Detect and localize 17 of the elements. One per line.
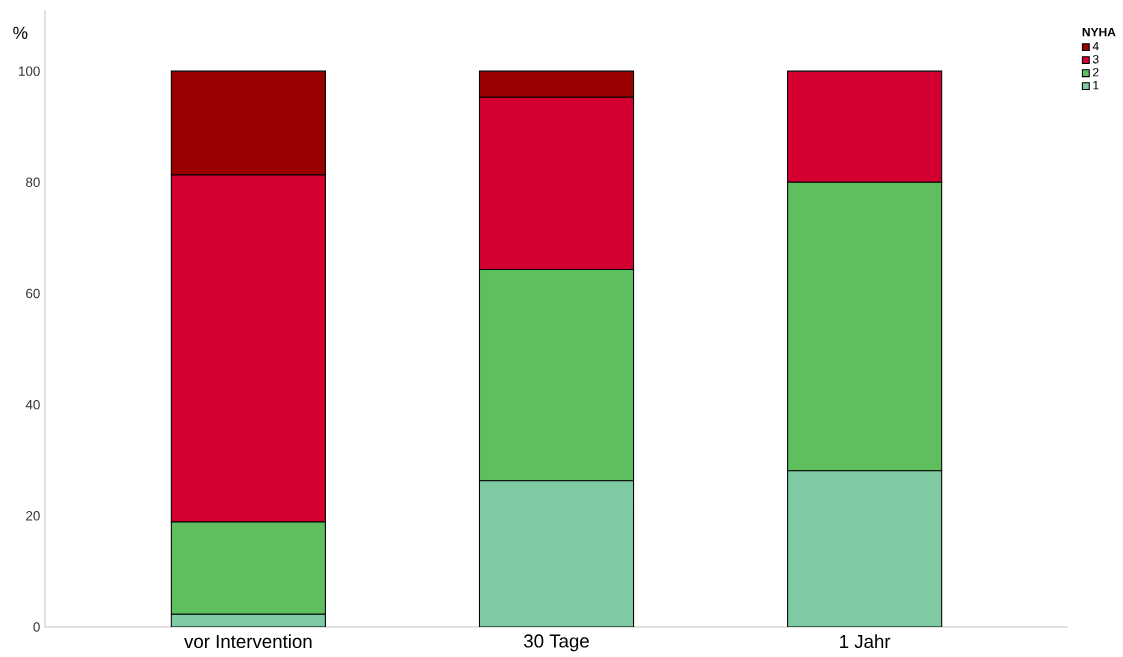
- y-tick-label: 80: [26, 177, 40, 188]
- legend-title: NYHA: [1082, 27, 1116, 37]
- y-tick-label: 100: [19, 66, 40, 76]
- x-tick-label: 1 Jahr: [840, 634, 891, 649]
- legend-label: 2: [1093, 67, 1099, 77]
- legend-label: 3: [1092, 54, 1099, 64]
- y-tick-label: 0: [33, 622, 40, 632]
- bar: [478, 480, 635, 627]
- y-tick-label: 60: [26, 288, 40, 299]
- y-tick-label: 40: [25, 399, 40, 410]
- x-tick-label: 30 Tage: [524, 634, 589, 652]
- legend-label: 1: [1093, 81, 1099, 90]
- y-tick-label: 20: [26, 511, 40, 521]
- bar: [787, 470, 943, 627]
- x-tick-label: vor Intervention: [184, 634, 312, 649]
- y-axis-title: %: [13, 26, 28, 39]
- legend-label: 4: [1092, 42, 1099, 51]
